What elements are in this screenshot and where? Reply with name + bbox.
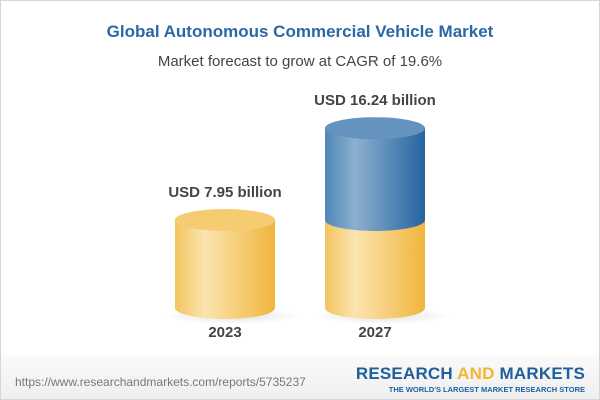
data-label-2027: USD 16.24 billion [314,92,436,109]
category-label-2023: 2023 [208,324,241,341]
logo-text-markets: MARKETS [494,364,585,383]
data-label-2023: USD 7.95 billion [168,184,281,201]
logo-text-research: RESEARCH [355,364,458,383]
footer: https://www.researchandmarkets.com/repor… [1,355,599,399]
logo-text-and: AND [457,364,495,383]
cylinder-growth-segment-2027 [325,128,425,231]
cylinder-base-segment-2027 [325,219,425,319]
logo-tagline: THE WORLD'S LARGEST MARKET RESEARCH STOR… [388,385,585,394]
chart-title: Global Autonomous Commercial Vehicle Mar… [106,22,494,41]
cylinder-top-2027 [325,117,425,140]
category-label-2027: 2027 [358,324,391,341]
report-url-link[interactable]: https://www.researchandmarkets.com/repor… [15,375,306,389]
cylinder-top-2023 [175,208,275,231]
cylinder-base-segment-2023 [175,219,275,319]
chart-subtitle: Market forecast to grow at CAGR of 19.6% [157,53,443,70]
research-and-markets-logo: RESEARCH AND MARKETS THE WORLD'S LARGEST… [356,364,585,394]
